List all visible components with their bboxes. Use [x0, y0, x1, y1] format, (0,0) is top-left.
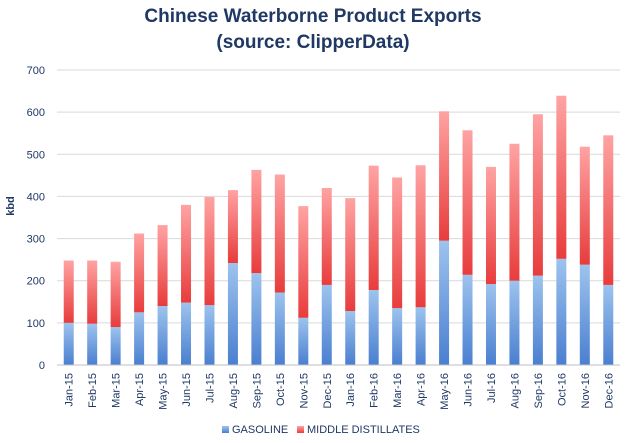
bar-gasoline-aug-15: [227, 263, 238, 365]
bar-middle-distillates-nov-15: [298, 206, 309, 318]
x-axis-ticks: Jan-15 Feb-15 Mar-15 Apr-15 May-15 Jun-15 Jul-…: [64, 373, 616, 410]
y-tick-label: 0: [39, 360, 45, 372]
bars: [63, 95, 614, 365]
y-axis-ticks: 0 100 200 300 400 500 600 700: [27, 65, 45, 372]
x-tick-label: Sep-15: [251, 373, 263, 408]
x-tick-label: Aug-15: [228, 373, 240, 408]
bar-gasoline-apr-16: [415, 307, 426, 365]
bar-middle-distillates-jun-15: [181, 204, 192, 303]
bar-gasoline-mar-16: [392, 308, 403, 365]
x-tick-label: Apr-15: [134, 373, 146, 406]
bar-middle-distillates-aug-16: [509, 143, 520, 281]
bar-middle-distillates-jan-16: [345, 198, 356, 312]
bar-middle-distillates-sep-16: [532, 114, 543, 276]
x-tick-label: Dec-15: [322, 373, 334, 408]
x-tick-label: Jul-15: [204, 373, 216, 403]
bar-middle-distillates-feb-15: [87, 260, 98, 324]
bar-gasoline-nov-16: [579, 264, 590, 365]
legend-label-middle-distillates: MIDDLE DISTILLATES: [307, 424, 420, 436]
y-tick-label: 100: [27, 318, 45, 330]
bar-gasoline-dec-16: [603, 284, 614, 365]
x-tick-label: Nov-15: [298, 373, 310, 408]
x-tick-label: Mar-16: [392, 373, 404, 408]
x-tick-label: May-16: [439, 373, 451, 410]
x-tick-label: Jan-15: [64, 373, 76, 407]
bar-gasoline-feb-16: [368, 289, 379, 365]
bar-gasoline-may-15: [157, 306, 168, 365]
y-tick-label: 300: [27, 234, 45, 246]
y-tick-label: 500: [27, 149, 45, 161]
bar-gasoline-jun-16: [462, 274, 473, 365]
legend: GASOLINE MIDDLE DISTILLATES: [222, 424, 420, 436]
bar-gasoline-jul-15: [204, 305, 215, 365]
bar-gasoline-sep-15: [251, 273, 262, 365]
x-tick-label: Apr-16: [416, 373, 428, 406]
bar-middle-distillates-aug-15: [227, 190, 238, 264]
bar-gasoline-aug-16: [509, 280, 520, 365]
x-tick-label: Feb-16: [369, 373, 381, 408]
bar-middle-distillates-jul-16: [485, 166, 496, 285]
bar-gasoline-jan-15: [63, 322, 74, 365]
bar-gasoline-may-16: [439, 240, 450, 365]
bar-middle-distillates-dec-15: [321, 188, 332, 285]
x-tick-label: Dec-16: [603, 373, 615, 408]
bar-middle-distillates-jul-15: [204, 196, 215, 306]
x-tick-label: Oct-16: [556, 373, 568, 406]
legend-swatch-middle-distillates: [297, 426, 304, 433]
chart-title: Chinese Waterborne Product Exports: [144, 6, 481, 27]
x-tick-label: Sep-16: [533, 373, 545, 408]
x-tick-label: Jun-15: [181, 373, 193, 407]
bar-gasoline-feb-15: [87, 323, 98, 365]
bar-gasoline-nov-15: [298, 317, 309, 365]
legend-label-gasoline: GASOLINE: [232, 424, 288, 436]
bar-gasoline-jan-16: [345, 311, 356, 365]
x-tick-label: Oct-15: [275, 373, 287, 406]
chart-subtitle: (source: ClipperData): [216, 32, 409, 53]
bar-middle-distillates-may-16: [439, 111, 450, 241]
x-tick-label: Mar-15: [111, 373, 123, 408]
bar-middle-distillates-sep-15: [251, 169, 262, 274]
bar-middle-distillates-nov-16: [579, 146, 590, 265]
bar-gasoline-oct-16: [556, 258, 567, 365]
bar-middle-distillates-mar-16: [392, 177, 403, 309]
bar-gasoline-jul-16: [485, 284, 496, 365]
x-tick-label: Jul-16: [486, 373, 498, 403]
y-axis-label: kbd: [5, 196, 17, 216]
bar-gasoline-jun-15: [181, 302, 192, 365]
bar-gasoline-mar-15: [110, 327, 121, 365]
bar-middle-distillates-oct-15: [274, 174, 285, 293]
gridlines: [57, 69, 620, 324]
y-tick-label: 400: [27, 191, 45, 203]
bar-middle-distillates-apr-16: [415, 165, 426, 308]
y-tick-label: 600: [27, 107, 45, 119]
x-tick-label: Jan-16: [345, 373, 357, 407]
x-tick-label: Aug-16: [509, 373, 521, 408]
bar-middle-distillates-may-15: [157, 225, 168, 306]
bar-middle-distillates-jun-16: [462, 130, 473, 275]
y-tick-label: 700: [27, 65, 45, 77]
bar-middle-distillates-jan-15: [63, 260, 74, 323]
bar-middle-distillates-feb-16: [368, 165, 379, 290]
x-tick-label: Nov-16: [580, 373, 592, 408]
bar-middle-distillates-oct-16: [556, 95, 567, 259]
legend-swatch-gasoline: [222, 426, 229, 433]
x-tick-label: Feb-15: [87, 373, 99, 408]
y-tick-label: 200: [27, 276, 45, 288]
bar-middle-distillates-dec-16: [603, 135, 614, 285]
x-tick-label: May-15: [158, 373, 170, 410]
bar-middle-distillates-apr-15: [134, 233, 145, 313]
bar-gasoline-dec-15: [321, 284, 332, 365]
bar-gasoline-apr-15: [134, 312, 145, 365]
bar-gasoline-oct-15: [274, 292, 285, 365]
bar-gasoline-sep-16: [532, 275, 543, 365]
bar-middle-distillates-mar-15: [110, 261, 121, 328]
x-tick-label: Jun-16: [463, 373, 475, 407]
